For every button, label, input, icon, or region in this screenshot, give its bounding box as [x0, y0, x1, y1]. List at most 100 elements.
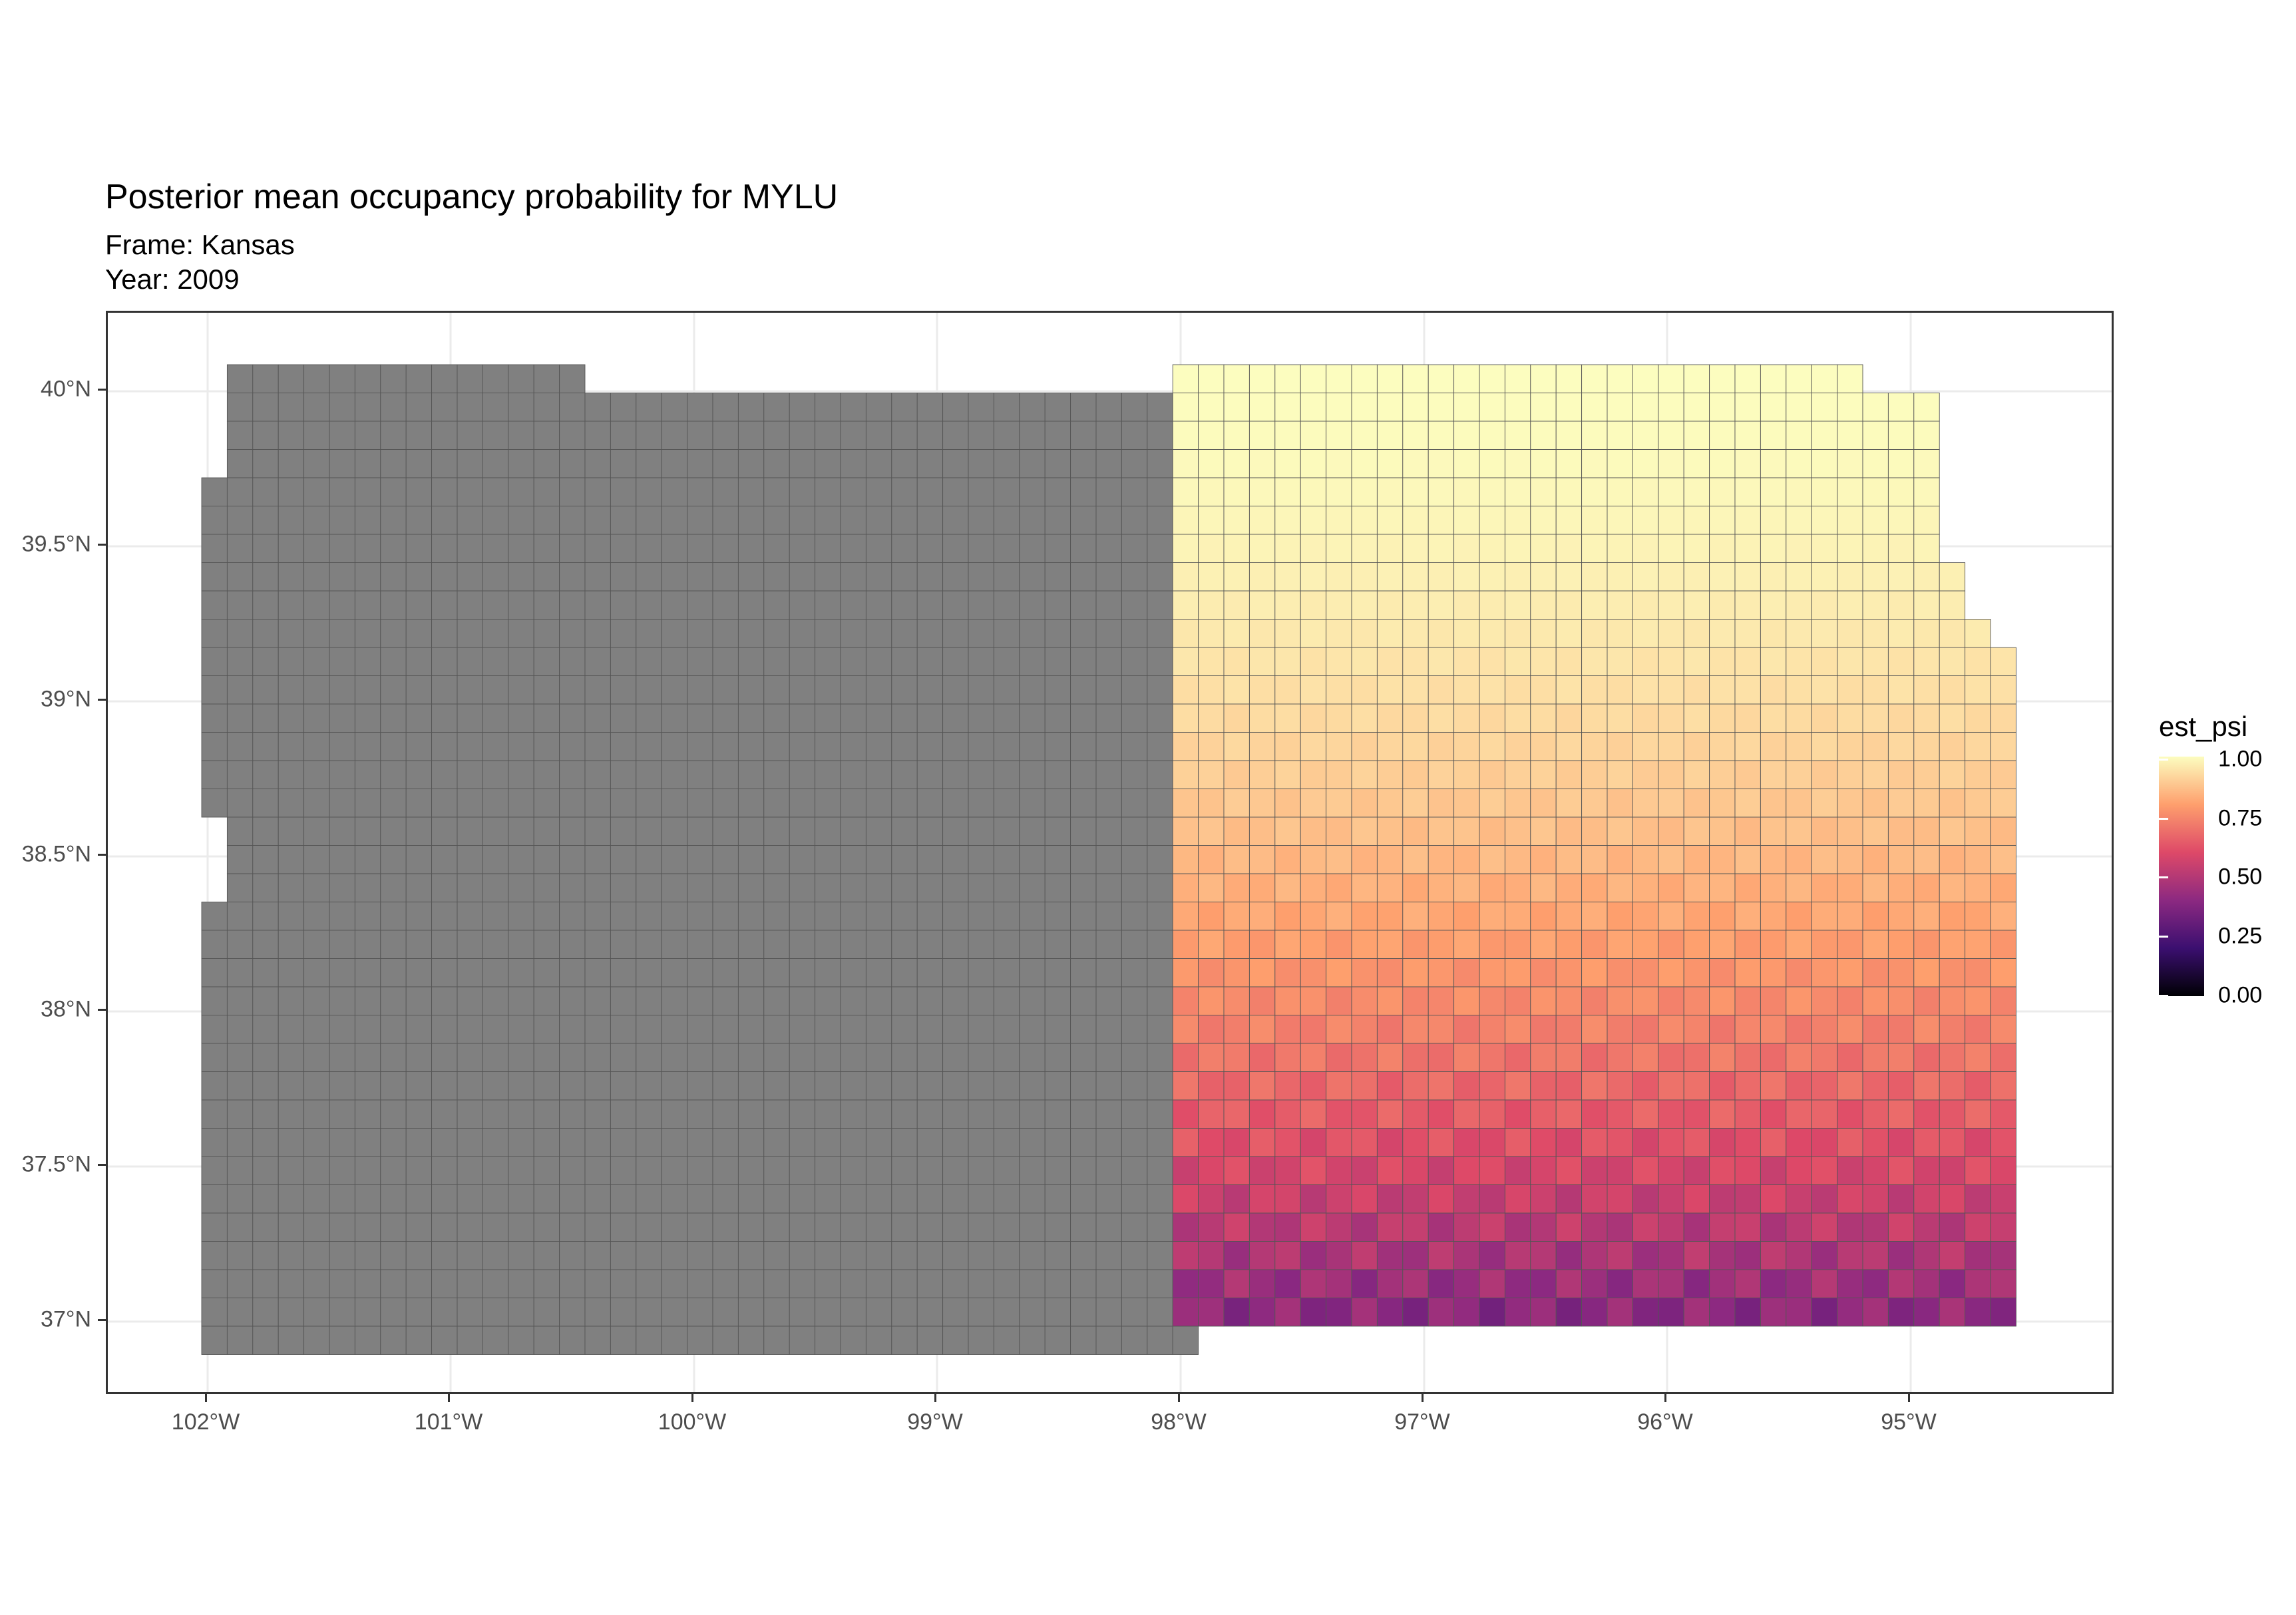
occupancy-cell [1709, 845, 1736, 874]
unsampled-cell [482, 902, 509, 931]
unsampled-cell [942, 562, 969, 592]
occupancy-cell [1530, 1212, 1557, 1242]
unsampled-cell [533, 506, 560, 535]
unsampled-cell [252, 534, 279, 563]
occupancy-cell [1786, 703, 1812, 733]
unsampled-cell [354, 1241, 381, 1270]
occupancy-cell [1683, 590, 1710, 620]
occupancy-cell [1479, 760, 1505, 789]
unsampled-cell [329, 1071, 355, 1101]
occupancy-cell [1734, 1212, 1761, 1242]
unsampled-cell [763, 930, 790, 959]
occupancy-cell [1658, 986, 1684, 1015]
unsampled-cell [559, 534, 586, 563]
unsampled-cell [1070, 816, 1097, 846]
occupancy-cell [1198, 449, 1225, 478]
unsampled-cell [610, 816, 637, 846]
unsampled-cell [610, 873, 637, 902]
unsampled-cell [763, 703, 790, 733]
unsampled-cell [303, 930, 330, 959]
unsampled-cell [482, 421, 509, 450]
unsampled-cell [380, 902, 407, 931]
unsampled-cell [431, 619, 458, 648]
unsampled-cell [865, 789, 892, 818]
occupancy-cell [1172, 477, 1199, 506]
unsampled-cell [278, 364, 305, 393]
occupancy-cell [1607, 506, 1633, 535]
occupancy-cell [1351, 1156, 1378, 1185]
occupancy-cell [1504, 789, 1531, 818]
unsampled-cell [278, 1015, 305, 1044]
unsampled-cell [789, 1212, 816, 1242]
unsampled-cell [968, 675, 994, 705]
unsampled-cell [431, 562, 458, 592]
legend-tick [2159, 818, 2168, 820]
occupancy-cell [1607, 477, 1633, 506]
occupancy-cell [1274, 958, 1301, 987]
unsampled-cell [916, 1128, 944, 1157]
unsampled-cell [840, 393, 866, 422]
unsampled-cell [789, 986, 816, 1015]
unsampled-cell [431, 1128, 458, 1157]
occupancy-cell [1402, 930, 1429, 959]
occupancy-cell [1811, 703, 1838, 733]
occupancy-cell [1248, 619, 1276, 648]
occupancy-cell [1862, 590, 1889, 620]
unsampled-cell [712, 1156, 739, 1185]
unsampled-cell [1070, 1128, 1097, 1157]
unsampled-cell [559, 421, 586, 450]
unsampled-cell [1121, 1071, 1148, 1101]
unsampled-cell [1121, 449, 1148, 478]
occupancy-cell [1811, 1269, 1838, 1298]
unsampled-cell [865, 562, 892, 592]
occupancy-cell [1811, 1128, 1838, 1157]
unsampled-cell [226, 1156, 254, 1185]
unsampled-cell [226, 393, 254, 422]
occupancy-cell [1300, 873, 1327, 902]
occupancy-cell [1581, 1015, 1608, 1044]
occupancy-cell [1811, 1043, 1838, 1072]
unsampled-cell [533, 1298, 560, 1327]
unsampled-cell [712, 393, 739, 422]
unsampled-cell [789, 647, 816, 676]
occupancy-cell [1172, 534, 1199, 563]
unsampled-cell [278, 873, 305, 902]
occupancy-cell [1837, 1184, 1863, 1214]
occupancy-cell [1760, 421, 1787, 450]
occupancy-cell [1913, 562, 1940, 592]
occupancy-cell [1913, 732, 1940, 761]
occupancy-cell [1428, 477, 1455, 506]
occupancy-cell [1607, 1298, 1633, 1327]
occupancy-cell [1887, 1241, 1915, 1270]
occupancy-cell [1837, 1298, 1863, 1327]
occupancy-cell [1837, 1269, 1863, 1298]
occupancy-cell [1274, 393, 1301, 422]
unsampled-cell [942, 1212, 969, 1242]
occupancy-cell [1760, 958, 1787, 987]
unsampled-cell [1121, 902, 1148, 931]
unsampled-cell [508, 449, 534, 478]
occupancy-cell [1326, 1043, 1352, 1072]
occupancy-cell [1581, 1043, 1608, 1072]
unsampled-cell [1095, 675, 1122, 705]
unsampled-cell [508, 421, 534, 450]
occupancy-cell [1300, 1241, 1327, 1270]
unsampled-cell [1070, 1184, 1097, 1214]
unsampled-cell [815, 1043, 841, 1072]
occupancy-cell [1581, 930, 1608, 959]
unsampled-cell [508, 1241, 534, 1270]
occupancy-cell [1887, 421, 1915, 450]
unsampled-cell [610, 449, 637, 478]
occupancy-cell [1939, 1099, 1966, 1129]
unsampled-cell [508, 1015, 534, 1044]
unsampled-cell [891, 930, 918, 959]
occupancy-cell [1504, 1269, 1531, 1298]
unsampled-cell [584, 1241, 611, 1270]
occupancy-cell [1837, 816, 1863, 846]
occupancy-cell [1428, 732, 1455, 761]
unsampled-cell [226, 816, 254, 846]
occupancy-cell [1760, 1015, 1787, 1044]
occupancy-cell [1811, 732, 1838, 761]
occupancy-cell [1837, 506, 1863, 535]
unsampled-cell [1147, 1043, 1173, 1072]
